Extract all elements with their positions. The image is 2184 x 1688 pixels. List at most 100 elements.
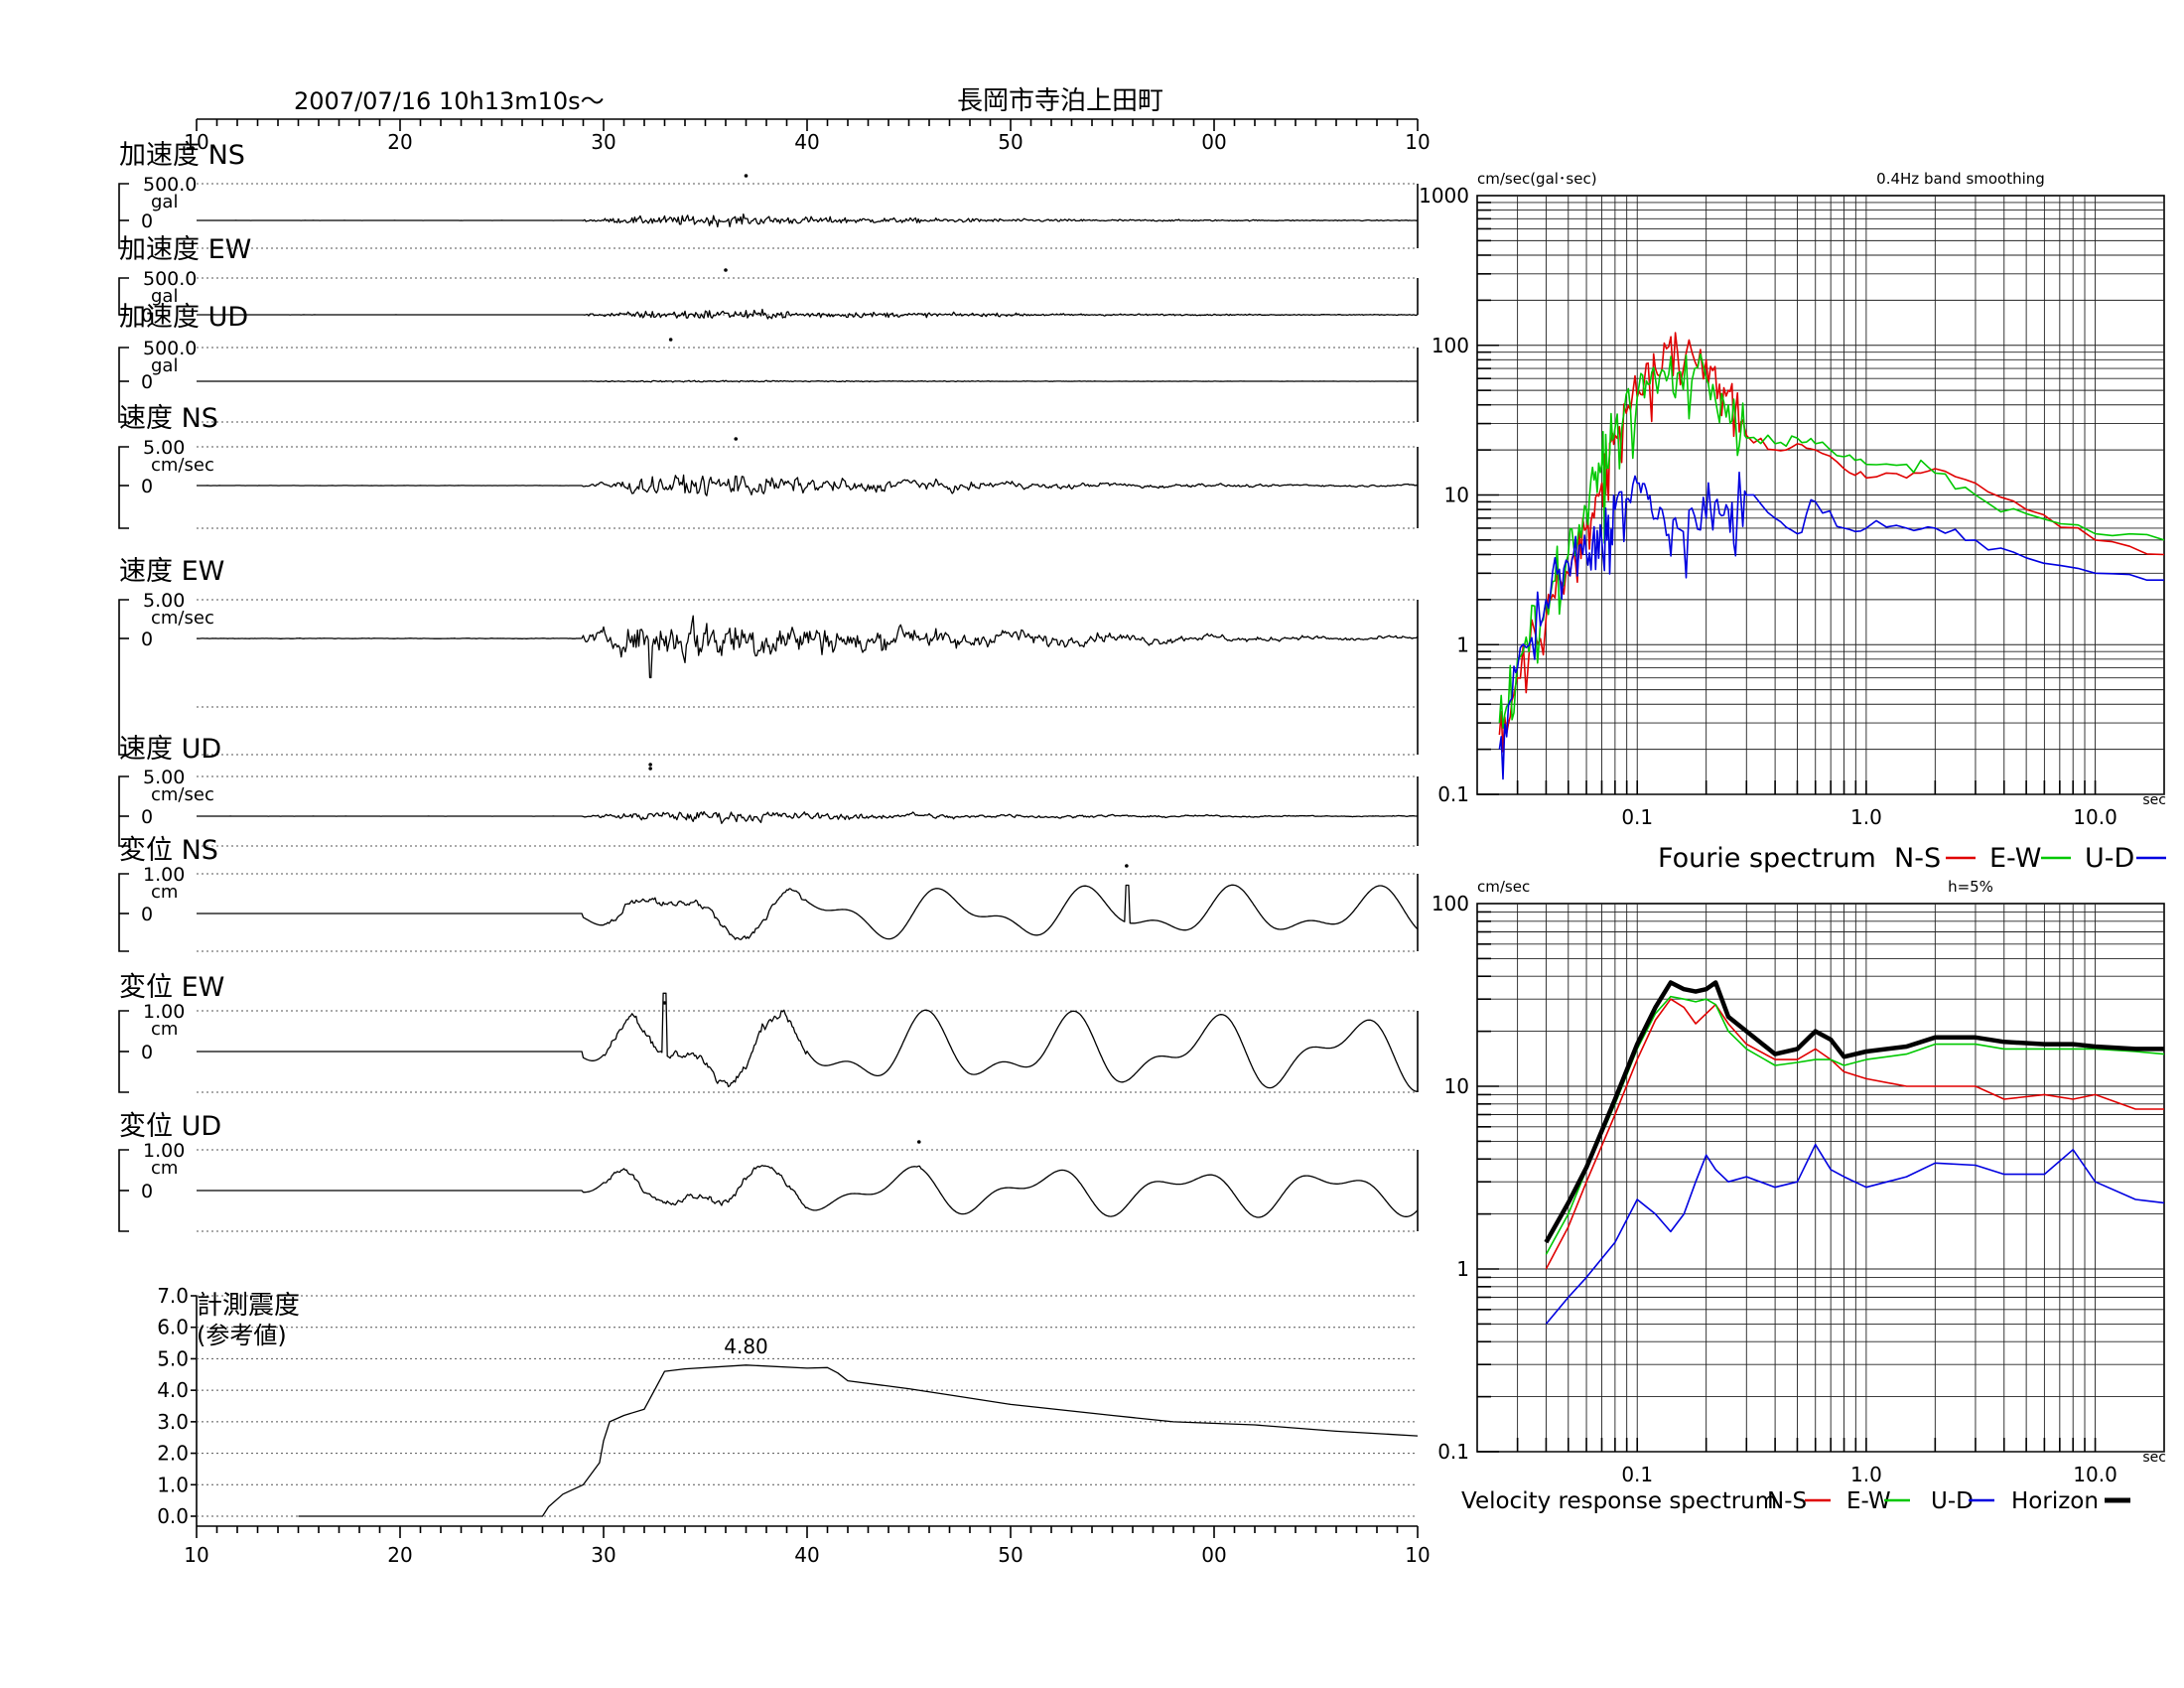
top-time-tick-label: 30 — [591, 130, 615, 154]
spectrum-x-tick-label: 1.0 — [1850, 805, 1882, 829]
fourier-legend-label: E-W — [1989, 843, 2041, 874]
spectrum-x-tick-label: 10.0 — [2073, 805, 2117, 829]
spectrum-units-label: cm/sec — [1477, 878, 1530, 896]
intensity-line — [298, 1364, 1419, 1517]
intensity-time-tick-label: 10 — [1405, 1543, 1430, 1567]
panel-trace — [197, 474, 1419, 496]
panel-unit-label: cm/sec — [151, 455, 214, 476]
panel-bracket — [118, 446, 129, 529]
spectrum-y-tick-label: 10 — [1444, 484, 1469, 507]
intensity-time-tick-label: 30 — [591, 1543, 615, 1567]
panel-title: 加速度 NS — [119, 140, 245, 171]
intensity-y-tick-label: 4.0 — [157, 1378, 189, 1402]
panel-zero-label: 0 — [141, 1042, 153, 1063]
spectrum-y-tick-label: 1 — [1456, 1257, 1469, 1281]
intensity-y-tick-label: 0.0 — [157, 1504, 189, 1528]
spectrum-note: h=5% — [1948, 878, 1993, 896]
intensity-y-tick-label: 7.0 — [157, 1284, 189, 1308]
panel-title: 加速度 UD — [119, 302, 248, 333]
spectrum-y-tick-label: 100 — [1432, 334, 1469, 357]
panel-scale-label: 500.0 — [143, 338, 197, 359]
intensity-y-tick-label: 2.0 — [157, 1442, 189, 1466]
top-time-tick-label: 10 — [1405, 130, 1430, 154]
panel-peak-marker — [668, 338, 673, 342]
panel-bracket — [118, 347, 129, 423]
response-legend-label: N-S — [1767, 1488, 1807, 1514]
intensity-time-tick-label: 40 — [794, 1543, 819, 1567]
top-time-tick-label: 20 — [387, 130, 412, 154]
panel-bracket — [118, 183, 129, 249]
panel-peak-marker — [744, 174, 749, 178]
velocity-response-chart: 0.1 1 10 100 0.1 1.0 10.0 sec cm/sec h=5% Velocity… — [1432, 878, 2166, 1514]
intensity-time-tick-label: 20 — [387, 1543, 412, 1567]
panel-title: 変位 NS — [119, 835, 218, 866]
panel-scale-label: 5.00 — [143, 437, 185, 459]
response-legend-label: U-D — [1931, 1488, 1974, 1514]
panel-scale-label: 1.00 — [143, 864, 185, 886]
fourier-title: Fourie spectrum — [1658, 843, 1876, 874]
panel-scale-label: 1.00 — [143, 1001, 185, 1023]
intensity-y-tick-label: 5.0 — [157, 1346, 189, 1370]
spectrum-y-tick-label: 1 — [1456, 633, 1469, 656]
spectrum-x-tick-label: 1.0 — [1850, 1463, 1882, 1486]
panel-trace — [197, 810, 1419, 824]
intensity-max-label: 4.80 — [724, 1335, 768, 1358]
fourier-legend-label: N-S — [1894, 843, 1941, 874]
panel-scale-label: 5.00 — [143, 590, 185, 612]
spectrum-series-horizon — [1544, 980, 2164, 1244]
top-time-tick-label: 50 — [998, 130, 1023, 154]
fourier-legend-label: U-D — [2085, 843, 2134, 874]
intensity-subtitle: (参考値) — [197, 1322, 287, 1349]
intensity-chart: 0.0 1.0 2.0 3.0 4.0 5.0 6.0 7.0 10 20 30 40 50 00 10 計測… — [157, 1284, 1431, 1567]
panel-unit-label: cm/sec — [151, 784, 214, 805]
panel-title: 速度 UD — [119, 734, 221, 765]
panel-unit-label: cm — [151, 1158, 178, 1179]
intensity-y-tick-label: 1.0 — [157, 1473, 189, 1496]
panel-bracket — [118, 775, 129, 847]
fourier-spectrum-chart: 0.1 1 10 100 1000 0.1 1.0 10.0 sec cm/sec(gal･sec… — [1419, 170, 2166, 874]
intensity-y-tick-label: 6.0 — [157, 1316, 189, 1339]
header-station: 長岡市寺泊上田町 — [957, 86, 1163, 116]
spectrum-x-tick-label: 0.1 — [1621, 805, 1653, 829]
panel-bracket — [118, 873, 129, 952]
response-legend-label: Horizon — [2011, 1488, 2099, 1514]
panel-unit-label: cm — [151, 882, 178, 903]
panel-title: 変位 EW — [119, 972, 224, 1003]
panel-trace — [197, 992, 1419, 1092]
panel-peak-marker — [734, 437, 739, 441]
intensity-time-tick-label: 00 — [1201, 1543, 1226, 1567]
panel-bracket — [118, 599, 129, 756]
spectrum-y-tick-label: 0.1 — [1437, 1440, 1469, 1464]
spectrum-x-unit: sec — [2142, 1450, 2166, 1466]
panel-zero-label: 0 — [141, 904, 153, 925]
panel-title: 加速度 EW — [119, 234, 251, 265]
panel-zero-label: 0 — [141, 371, 153, 393]
top-time-tick-label: 10 — [184, 130, 208, 154]
panel-title: 変位 UD — [119, 1111, 221, 1142]
panel-title: 速度 EW — [119, 556, 224, 587]
spectrum-x-unit: sec — [2142, 792, 2166, 808]
panel-zero-label: 0 — [141, 1181, 153, 1202]
panel-unit-label: gal — [151, 355, 178, 376]
panel-trace — [197, 212, 1419, 228]
panel-zero-label: 0 — [141, 806, 153, 828]
spectrum-units-label: cm/sec(gal･sec) — [1477, 170, 1597, 188]
spectrum-series-ew — [1545, 995, 2164, 1255]
panel-zero-label: 0 — [141, 476, 153, 497]
panel-scale-label: 5.00 — [143, 767, 185, 788]
panel-peak-marker — [648, 767, 652, 771]
spectrum-x-tick-label: 0.1 — [1621, 1463, 1653, 1486]
intensity-time-tick-label: 10 — [184, 1543, 208, 1567]
panel-unit-label: cm — [151, 1019, 178, 1040]
panel-scale-label: 500.0 — [143, 268, 197, 290]
panel-unit-label: cm/sec — [151, 608, 214, 629]
panel-trace — [196, 615, 1419, 679]
spectrum-y-tick-label: 0.1 — [1437, 782, 1469, 806]
